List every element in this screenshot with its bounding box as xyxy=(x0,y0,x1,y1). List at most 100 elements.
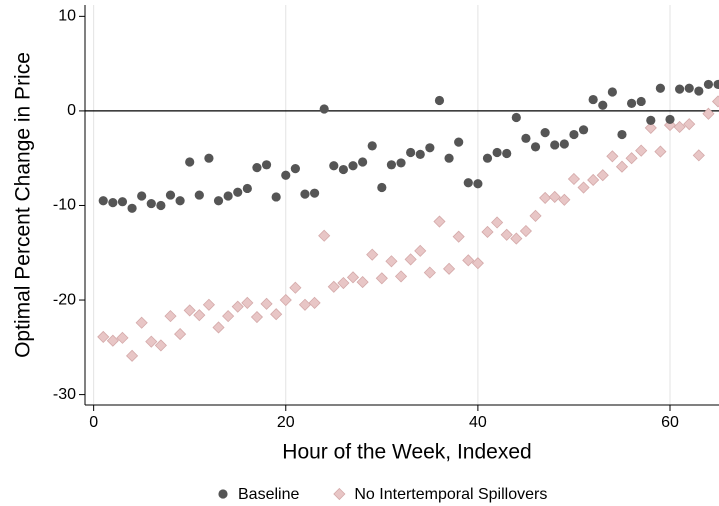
data-point xyxy=(279,293,292,307)
data-point xyxy=(654,145,667,158)
data-point xyxy=(127,203,137,213)
data-point xyxy=(329,161,339,171)
data-point xyxy=(174,328,187,341)
data-point xyxy=(665,114,675,125)
data-point xyxy=(308,296,321,309)
data-point xyxy=(471,257,484,270)
data-point xyxy=(463,178,473,188)
x-axis-label: Hour of the Week, Indexed xyxy=(282,441,531,464)
data-point xyxy=(154,339,167,352)
data-point xyxy=(482,153,493,163)
data-point xyxy=(298,298,312,311)
y-tick-label: -30 xyxy=(53,386,76,403)
data-point xyxy=(540,128,550,138)
data-point xyxy=(462,254,475,267)
data-point xyxy=(204,153,214,163)
data-point xyxy=(596,169,609,182)
data-point xyxy=(434,95,445,106)
data-point xyxy=(404,253,417,266)
y-tick-label: -10 xyxy=(53,197,76,214)
data-point xyxy=(519,224,532,238)
data-point xyxy=(548,190,561,204)
x-tick-label: 0 xyxy=(89,414,98,431)
data-point xyxy=(607,87,617,97)
data-point xyxy=(164,310,177,323)
data-point xyxy=(270,308,283,321)
x-tick-label: 40 xyxy=(469,414,487,431)
data-point xyxy=(636,96,646,107)
data-point xyxy=(529,209,542,222)
data-point xyxy=(126,349,139,362)
x-tick-label: 20 xyxy=(277,414,295,431)
data-point xyxy=(194,190,204,200)
legend-label: Baseline xyxy=(238,486,299,503)
data-point xyxy=(377,182,387,193)
data-point xyxy=(98,196,108,206)
data-point xyxy=(146,198,156,209)
data-point xyxy=(212,321,225,334)
data-point xyxy=(491,216,504,229)
data-point xyxy=(233,187,243,197)
data-point xyxy=(366,248,379,261)
data-point xyxy=(559,139,569,149)
data-point xyxy=(646,115,656,125)
data-point xyxy=(452,230,465,243)
data-point xyxy=(711,95,719,108)
data-point xyxy=(394,270,408,283)
data-point xyxy=(703,79,714,90)
data-point xyxy=(252,163,262,173)
data-point xyxy=(337,276,350,290)
data-point xyxy=(213,196,224,206)
data-point xyxy=(175,196,185,206)
data-point xyxy=(433,215,446,228)
y-tick-label: -20 xyxy=(53,291,76,308)
data-point xyxy=(510,232,523,245)
data-point xyxy=(281,170,291,180)
data-point xyxy=(702,107,715,120)
data-point xyxy=(289,281,302,294)
data-point xyxy=(106,334,119,347)
y-axis-label: Optimal Percent Change in Price xyxy=(12,52,35,358)
data-point xyxy=(481,225,494,239)
data-point xyxy=(117,197,128,207)
data-point xyxy=(223,191,233,201)
data-point xyxy=(222,310,235,323)
data-point xyxy=(684,83,694,93)
data-point xyxy=(626,98,637,108)
data-point xyxy=(492,147,502,158)
data-point xyxy=(675,84,685,94)
data-point xyxy=(577,181,590,194)
data-point xyxy=(423,266,436,279)
data-point xyxy=(644,121,657,134)
data-point xyxy=(319,104,329,114)
data-point xyxy=(231,300,244,313)
legend-label: No Intertemporal Spillovers xyxy=(354,486,547,503)
data-point xyxy=(386,160,397,170)
data-point xyxy=(396,158,406,168)
data-point xyxy=(588,94,598,105)
data-point xyxy=(356,276,369,289)
data-point xyxy=(183,304,196,317)
y-tick-label: 10 xyxy=(58,8,76,25)
data-point xyxy=(250,310,264,324)
data-point xyxy=(300,189,310,199)
data-point xyxy=(318,229,331,242)
data-point xyxy=(521,133,531,143)
data-point xyxy=(473,179,483,189)
data-point xyxy=(578,125,589,135)
y-tick-label: 0 xyxy=(67,102,76,119)
data-point xyxy=(444,153,454,163)
data-point xyxy=(193,309,206,322)
data-point xyxy=(338,164,349,175)
data-point xyxy=(500,228,513,241)
legend-marker xyxy=(333,487,346,501)
data-point xyxy=(375,272,388,285)
data-point xyxy=(145,335,158,348)
data-point xyxy=(367,141,377,151)
data-point xyxy=(617,129,627,140)
x-tick-label: 60 xyxy=(661,414,679,431)
data-point xyxy=(694,86,704,96)
data-point xyxy=(511,112,521,123)
data-point xyxy=(156,200,166,211)
data-point xyxy=(530,142,541,152)
